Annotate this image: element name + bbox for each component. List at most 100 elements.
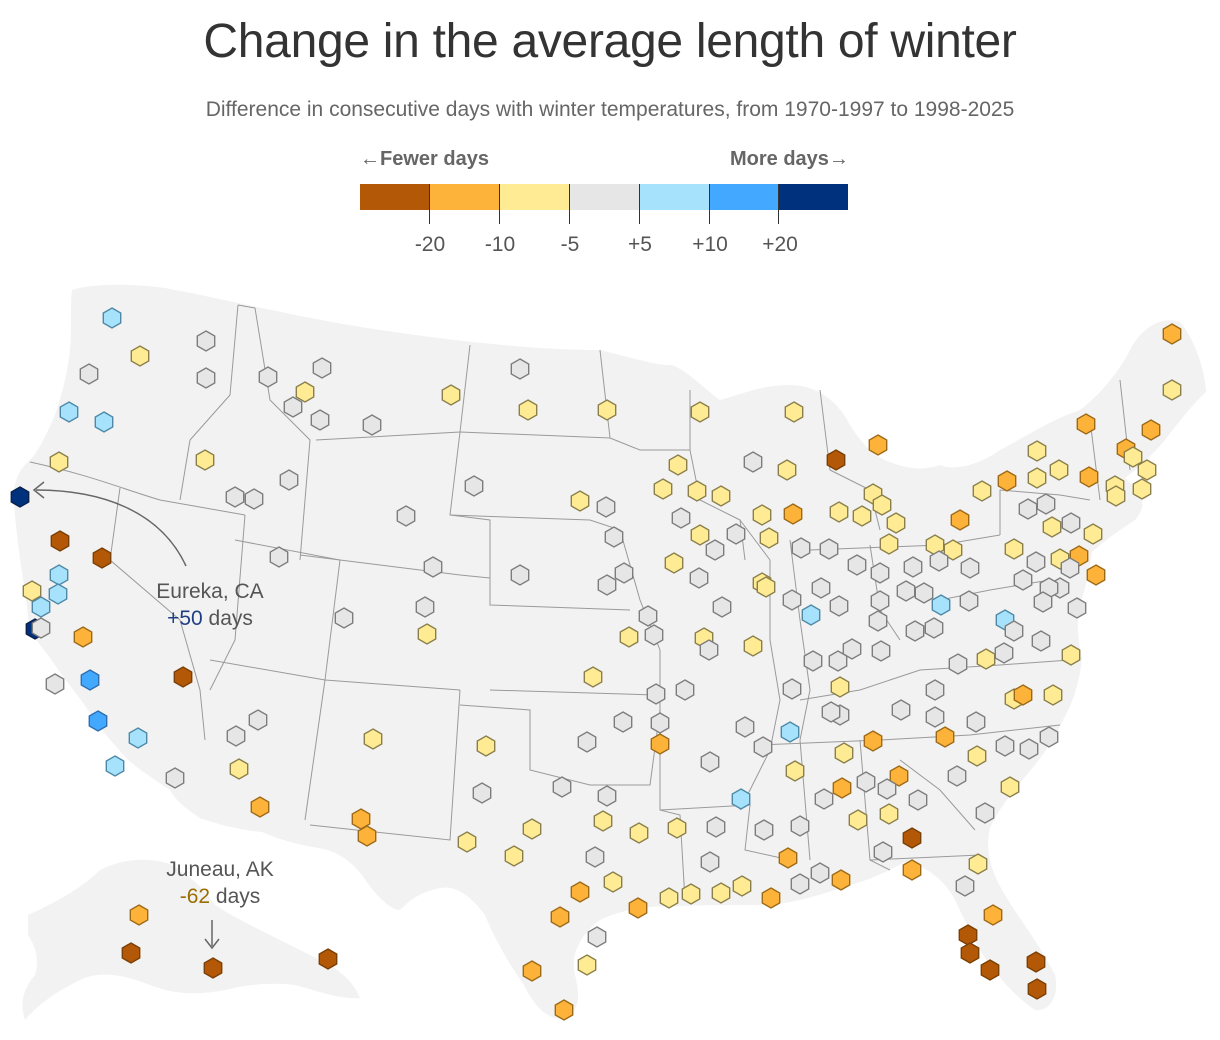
station-marker [925, 679, 945, 701]
state-border-line [179, 304, 239, 501]
station-marker [924, 617, 944, 639]
station-marker [842, 638, 862, 660]
legend-tick-line [499, 184, 500, 224]
legend-tick-line [778, 184, 779, 224]
station-marker [905, 620, 925, 642]
state-border-line [109, 487, 206, 741]
station-marker [870, 562, 890, 584]
station-marker [1076, 413, 1096, 435]
station-marker [1141, 419, 1161, 441]
station-marker [778, 847, 798, 869]
station-marker [312, 357, 332, 379]
station-marker [31, 617, 51, 639]
legend-tick-line [639, 184, 640, 224]
station-marker [628, 897, 648, 919]
station-marker [129, 904, 149, 926]
station-marker [803, 650, 823, 672]
station-marker [872, 494, 892, 516]
station-marker [705, 539, 725, 561]
station-marker [423, 556, 443, 578]
station-marker [48, 583, 68, 605]
station-marker [852, 505, 872, 527]
station-marker [552, 776, 572, 798]
state-border-line [449, 431, 491, 578]
station-marker [735, 716, 755, 738]
station-marker [1027, 978, 1047, 1000]
state-border-line [1089, 419, 1101, 501]
legend-swatch-more [708, 184, 779, 210]
eureka-value: +50 [167, 607, 203, 630]
station-marker [1106, 485, 1126, 507]
station-marker [1000, 776, 1020, 798]
station-marker [510, 564, 530, 586]
station-marker [121, 942, 141, 964]
station-marker [1013, 569, 1033, 591]
station-marker [780, 721, 800, 743]
station-marker [203, 957, 223, 979]
station-marker [966, 711, 986, 733]
station-marker [856, 771, 876, 793]
station-marker [318, 948, 338, 970]
station-marker [870, 590, 890, 612]
station-marker [659, 887, 679, 909]
station-marker [80, 669, 100, 691]
station-marker [597, 399, 617, 421]
station-marker [784, 401, 804, 423]
station-marker [868, 434, 888, 456]
station-marker [995, 735, 1015, 757]
state-border-line [759, 724, 1061, 746]
station-marker [415, 596, 435, 618]
station-marker [73, 626, 93, 648]
station-marker [1162, 323, 1182, 345]
station-marker [711, 485, 731, 507]
station-marker [950, 509, 970, 531]
station-marker [902, 827, 922, 849]
station-marker [814, 788, 834, 810]
station-marker [49, 564, 69, 586]
state-border-line [489, 689, 656, 696]
state-border-line [739, 519, 781, 811]
station-marker [597, 785, 617, 807]
station-marker [49, 451, 69, 473]
station-marker [102, 307, 122, 329]
station-marker [931, 594, 951, 616]
station-marker [417, 623, 437, 645]
station-marker [357, 825, 377, 847]
station-marker [960, 557, 980, 579]
station-marker [577, 954, 597, 976]
station-marker [22, 580, 42, 602]
station-marker [619, 626, 639, 648]
station-marker [1123, 446, 1143, 468]
station-marker [914, 582, 934, 604]
station-marker [518, 399, 538, 421]
station-marker [1049, 459, 1069, 481]
state-border-line [299, 554, 491, 579]
station-marker [668, 454, 688, 476]
station-marker [614, 562, 634, 584]
legend-color-scale [360, 184, 849, 210]
eureka-annotation: Eureka, CA +50 days [140, 578, 280, 632]
station-marker [782, 589, 802, 611]
legend-tick-label: +10 [692, 233, 728, 256]
legend-swatch-fewest [360, 184, 430, 210]
station-marker [879, 803, 899, 825]
juneau-place-label: Juneau, AK [166, 858, 274, 881]
legend-tick-label: -5 [560, 233, 580, 256]
station-marker [510, 358, 530, 380]
chart-subtitle: Difference in consecutive days with wint… [205, 98, 1015, 121]
station-marker [310, 409, 330, 431]
legend-swatch-slightly-fewer [499, 184, 570, 210]
state-border-line [237, 304, 311, 561]
station-marker [1060, 557, 1080, 579]
station-marker [929, 550, 949, 572]
station-marker [88, 710, 108, 732]
station-marker [743, 635, 763, 657]
station-marker [1061, 644, 1081, 666]
station-marker [1027, 440, 1047, 462]
station-marker [732, 875, 752, 897]
station-marker [848, 809, 868, 831]
station-marker [863, 730, 883, 752]
state-border-line [489, 578, 631, 611]
station-marker [596, 496, 616, 518]
eureka-place-label: Eureka, CA [156, 580, 264, 603]
